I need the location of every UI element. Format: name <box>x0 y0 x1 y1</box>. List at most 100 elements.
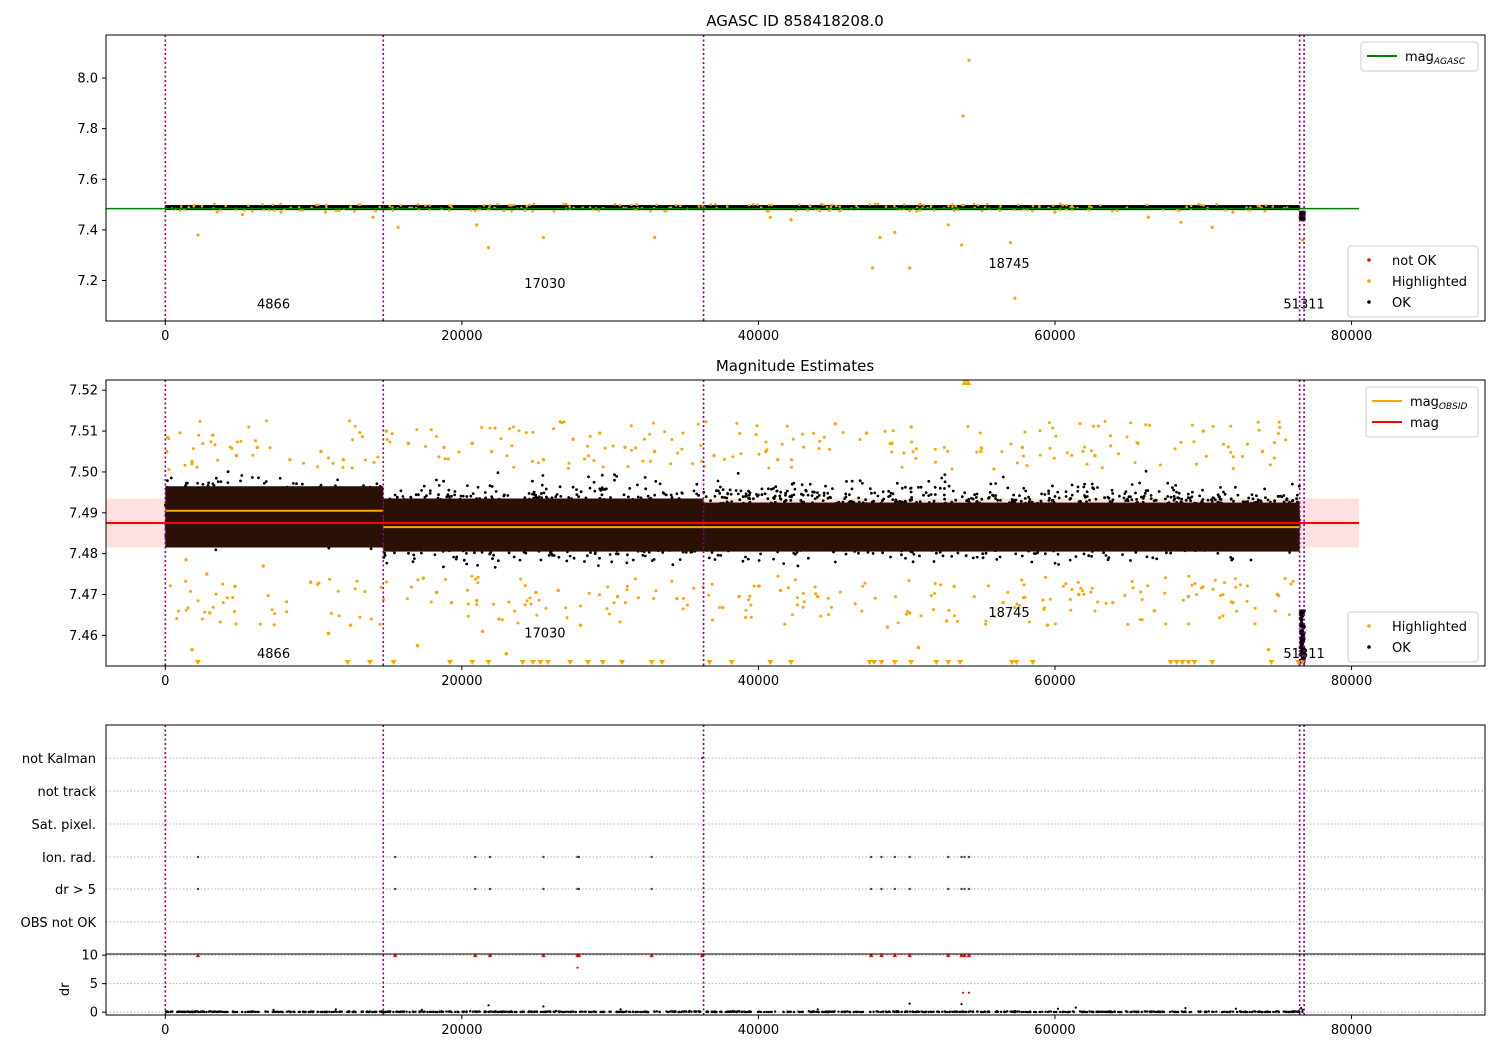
ok-point <box>643 476 647 479</box>
y-tick-label: 8.0 <box>77 72 98 87</box>
highlighted-speckle <box>980 209 984 213</box>
ok-point <box>1232 499 1235 503</box>
ok-point <box>1151 556 1155 560</box>
highlighted-point <box>653 235 657 240</box>
highlighted-speckle <box>649 209 652 213</box>
ok-point <box>219 480 223 483</box>
ok-point <box>1266 498 1270 502</box>
highlighted-speckle <box>597 209 601 212</box>
ok-point <box>909 490 913 494</box>
ok-point <box>1219 486 1222 489</box>
ok-point <box>940 476 944 480</box>
ok-point <box>583 560 586 563</box>
ok-point <box>1028 498 1032 501</box>
ok-point <box>643 554 647 558</box>
ok-point <box>1129 559 1132 562</box>
highlighted-speckle <box>919 203 922 206</box>
ok-point <box>417 493 420 497</box>
ok-point <box>1107 556 1111 560</box>
highlighted-speckle <box>334 209 338 213</box>
highlighted-speckle <box>1264 204 1268 207</box>
ok-point <box>557 555 561 559</box>
ok-point <box>1157 490 1161 493</box>
ok-point <box>746 557 750 561</box>
ok-point <box>263 481 266 485</box>
ok-point <box>471 492 475 495</box>
ok-point <box>736 492 740 496</box>
ok-point <box>375 482 379 486</box>
ok-point <box>393 493 397 497</box>
ok-point <box>1090 554 1093 558</box>
ok-point <box>1190 495 1194 499</box>
ok-point <box>447 495 451 498</box>
ok-point <box>336 478 339 482</box>
highlighted-speckle <box>679 204 682 208</box>
ok-point <box>1012 493 1015 497</box>
highlighted-speckle <box>1256 204 1260 208</box>
ok-point <box>1255 494 1258 498</box>
ok-point <box>1166 481 1170 485</box>
ok-point <box>695 492 699 496</box>
highlighted-speckle <box>568 205 571 208</box>
highlighted-speckle <box>868 203 872 206</box>
highlighted-point <box>1013 296 1017 300</box>
ok-point <box>616 552 620 556</box>
highlighted-speckle <box>876 202 880 206</box>
ok-point <box>917 485 920 489</box>
ok-point <box>1165 551 1168 555</box>
ok-point <box>1206 498 1210 502</box>
ok-point <box>806 493 810 497</box>
highlighted-speckle <box>1090 205 1093 209</box>
ok-point <box>625 561 629 565</box>
highlighted-speckle <box>947 204 950 208</box>
ok-point <box>1295 497 1298 501</box>
ok-point <box>950 555 954 558</box>
ok-point <box>496 471 500 475</box>
ok-point <box>565 559 569 563</box>
ok-point <box>1184 498 1188 502</box>
ok-point <box>593 552 597 556</box>
ok-point <box>575 488 578 491</box>
ok-point <box>1096 486 1099 489</box>
highlighted-speckle <box>565 202 568 206</box>
ok-point <box>933 485 937 489</box>
ok-point <box>506 494 510 497</box>
ok-point <box>627 495 630 499</box>
highlighted-speckle <box>261 203 264 206</box>
ok-point <box>1180 497 1184 501</box>
ok-point <box>938 486 942 490</box>
ok-point <box>589 551 592 554</box>
highlighted-speckle <box>473 209 477 213</box>
highlighted-speckle <box>1069 205 1073 209</box>
highlighted-speckle <box>1189 204 1193 208</box>
ok-point <box>459 494 463 498</box>
highlighted-speckle <box>301 209 304 212</box>
highlighted-speckle <box>635 203 639 207</box>
ok-point <box>1142 494 1146 498</box>
x-tick-label: 20000 <box>441 329 482 344</box>
ok-point <box>423 495 427 499</box>
highlighted-point <box>1231 210 1235 214</box>
ok-point <box>675 492 679 496</box>
highlighted-speckle <box>838 205 842 208</box>
ok-point <box>206 484 210 487</box>
highlighted-speckle <box>908 209 911 213</box>
ok-point <box>681 492 684 495</box>
ok-point <box>201 483 205 486</box>
ok-point <box>747 489 750 493</box>
ok-point <box>1169 551 1173 555</box>
ok-point <box>844 492 848 496</box>
highlighted-speckle <box>922 203 926 207</box>
highlighted-speckle <box>1197 202 1200 206</box>
ok-point <box>1171 486 1174 489</box>
ok-point <box>719 485 722 489</box>
ok-point <box>844 552 848 556</box>
ok-point <box>592 480 596 484</box>
ok-point <box>744 495 747 498</box>
ok-point <box>490 485 494 488</box>
ok-point <box>437 484 441 487</box>
ok-point <box>492 553 495 557</box>
highlighted-speckle <box>1145 203 1149 207</box>
highlighted-speckle <box>416 203 420 206</box>
